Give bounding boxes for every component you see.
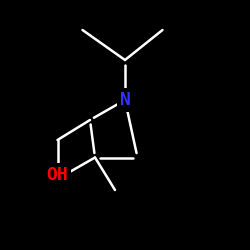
Text: N: N: [120, 91, 130, 109]
Text: OH: OH: [46, 166, 68, 184]
